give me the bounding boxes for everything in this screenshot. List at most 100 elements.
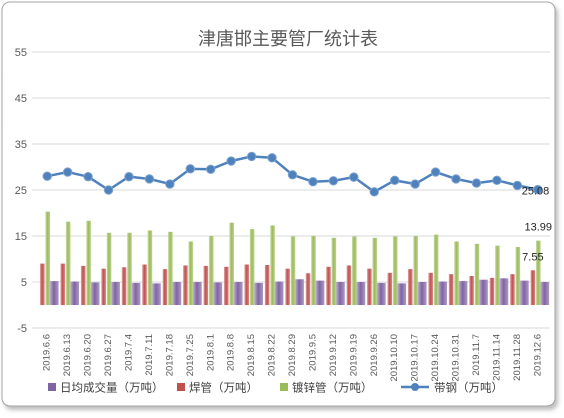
bar-galvanized-pipe — [413, 236, 418, 305]
x-tick-label: 2019.11.28 — [512, 334, 523, 381]
bar-galvanized-pipe — [188, 241, 194, 305]
bar-galvanized-pipe — [433, 234, 439, 305]
bar-galvanized-pipe — [270, 225, 275, 305]
legend-item-strip-steel: 带钢（万吨） — [401, 382, 503, 395]
bar-group-welded-pipe — [40, 263, 536, 305]
bar-welded-pipe — [428, 272, 433, 305]
bar-daily-volume — [233, 282, 243, 305]
bar-daily-volume — [274, 281, 284, 305]
bar-welded-pipe — [305, 273, 311, 305]
bar-galvanized-pipe — [45, 211, 51, 305]
point-strip-steel — [349, 172, 359, 182]
bar-daily-volume — [254, 282, 264, 305]
x-tick-label: 2019.10.10 — [389, 334, 400, 382]
y-tick-label: -5 — [17, 323, 27, 335]
bar-welded-pipe — [142, 264, 147, 305]
bar-galvanized-pipe — [229, 222, 234, 305]
point-strip-steel — [471, 178, 482, 188]
point-strip-steel — [124, 171, 134, 182]
legend-item-welded-pipe: 焊管（万吨） — [177, 381, 258, 395]
legend-item-daily-volume: 日均成交量（万吨） — [48, 381, 164, 395]
bar-welded-pipe — [223, 266, 229, 305]
bar-welded-pipe — [367, 268, 372, 305]
point-strip-steel — [62, 167, 73, 177]
point-strip-steel — [328, 176, 339, 186]
y-tick-label: 25 — [15, 185, 27, 197]
point-strip-steel — [42, 171, 52, 181]
point-strip-steel — [185, 164, 196, 174]
point-strip-steel — [369, 187, 379, 197]
legend-marker-strip-steel — [411, 383, 419, 391]
bar-galvanized-pipe — [168, 231, 173, 305]
point-strip-steel — [410, 179, 420, 189]
bar-galvanized-pipe — [208, 236, 214, 305]
point-strip-steel — [308, 177, 318, 187]
point-strip-steel — [226, 156, 236, 166]
bar-daily-volume — [479, 279, 488, 305]
legend-swatch-welded-pipe — [177, 383, 185, 391]
bar-galvanized-pipe — [106, 232, 112, 305]
bar-welded-pipe — [530, 270, 536, 305]
bar-daily-volume — [172, 282, 182, 305]
x-tick-label: 2019.8.22 — [267, 334, 278, 376]
x-tick-label: 2019.8.29 — [287, 334, 298, 376]
x-tick-label: 2019.8.15 — [246, 334, 257, 376]
x-tick-label: 2019.9.5 — [307, 334, 318, 371]
bar-group-daily-volume — [49, 278, 550, 305]
bar-group-galvanized-pipe — [45, 211, 541, 305]
point-strip-steel — [206, 164, 216, 175]
bar-galvanized-pipe — [311, 236, 316, 305]
x-tick-label: 2019.8.1 — [205, 334, 216, 371]
bar-welded-pipe — [203, 265, 209, 305]
bar-galvanized-pipe — [331, 237, 337, 305]
bar-daily-volume — [458, 281, 468, 305]
point-strip-steel — [430, 167, 441, 177]
bar-daily-volume — [295, 279, 304, 305]
bar-welded-pipe — [80, 265, 86, 305]
legend-label-strip-steel: 带钢（万吨） — [434, 382, 503, 395]
x-tick-label: 2019.7.18 — [164, 334, 175, 376]
x-tick-label: 2019.7.4 — [123, 334, 134, 371]
point-strip-steel — [83, 171, 93, 182]
bar-welded-pipe — [244, 264, 250, 305]
y-tick-label: 35 — [15, 139, 27, 151]
x-tick-label: 2019.10.24 — [430, 334, 441, 382]
point-strip-steel — [492, 175, 502, 186]
bar-daily-volume — [315, 280, 325, 305]
point-strip-steel — [533, 184, 543, 195]
x-tick-label: 2019.12.6 — [532, 334, 543, 376]
bar-daily-volume — [376, 282, 386, 305]
bar-galvanized-pipe — [127, 232, 132, 305]
bar-welded-pipe — [183, 265, 188, 305]
y-tick-label: 5 — [21, 277, 27, 289]
legend-label-galvanized-pipe: 镀锌管（万吨） — [292, 381, 373, 395]
x-tick-label: 2019.10.31 — [451, 334, 462, 382]
bar-welded-pipe — [448, 274, 454, 305]
x-tick-label: 2019.6.6 — [42, 334, 53, 371]
x-tick-label: 2019.7.25 — [185, 334, 196, 376]
bar-welded-pipe — [101, 268, 106, 305]
point-strip-steel — [103, 185, 114, 195]
bar-series — [40, 211, 550, 305]
legend-label-daily-volume: 日均成交量（万吨） — [60, 381, 164, 395]
bar-daily-volume — [152, 283, 161, 305]
bar-welded-pipe — [121, 267, 127, 305]
bar-daily-volume — [192, 282, 202, 305]
bar-daily-volume — [519, 280, 529, 305]
bar-daily-volume — [540, 282, 550, 305]
bar-galvanized-pipe — [65, 221, 71, 305]
bar-daily-volume — [417, 282, 427, 305]
bar-galvanized-pipe — [535, 240, 541, 305]
x-tick-label: 2019.11.7 — [471, 334, 482, 376]
point-strip-steel — [267, 153, 277, 163]
x-tick-label: 2019.6.27 — [103, 334, 114, 376]
point-strip-steel — [451, 174, 461, 184]
bar-welded-pipe — [326, 266, 331, 305]
legend: 日均成交量（万吨） 焊管（万吨） 镀锌管（万吨） 带钢（万吨） — [48, 381, 503, 395]
line-series — [42, 151, 543, 197]
bar-galvanized-pipe — [86, 220, 91, 305]
bar-daily-volume — [70, 281, 80, 305]
bar-daily-volume — [111, 282, 120, 305]
bar-galvanized-pipe — [352, 236, 357, 305]
